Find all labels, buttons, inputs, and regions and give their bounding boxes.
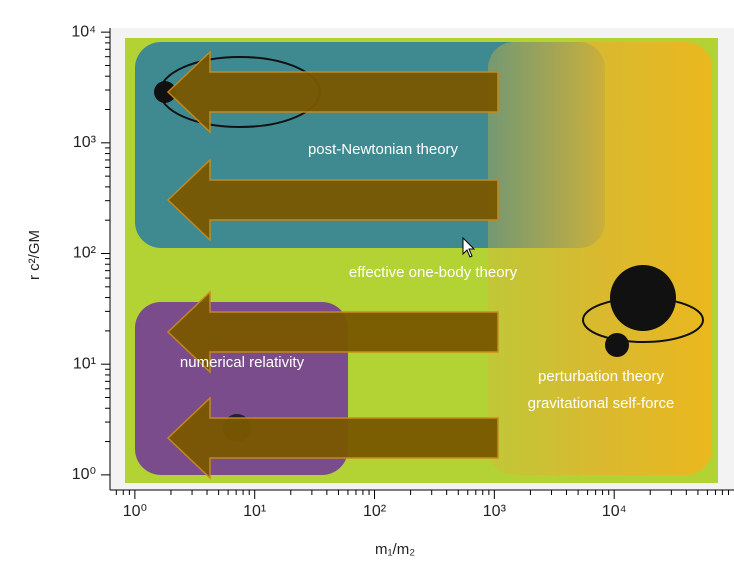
region-label: post-Newtonian theory [308,141,459,158]
x-tick-label: 10⁰ [123,503,147,520]
y-tick-label: 10³ [73,134,97,151]
y-axis-title: r c²/GM [26,230,43,280]
y-tick-label: 10¹ [73,355,96,372]
region-label: perturbation theory [538,368,664,385]
region-label: numerical relativity [180,354,305,371]
x-tick-label: 10³ [483,503,507,520]
region-label: effective one-body theory [349,264,518,281]
region-label: gravitational self-force [528,395,675,412]
x-tick-label: 10² [363,503,387,520]
y-tick-label: 10² [73,245,97,262]
x-axis-title: m₁/m₂ [375,541,415,558]
body [605,333,629,357]
x-tick-label: 10⁴ [602,503,627,520]
x-tick-label: 10¹ [243,503,266,520]
y-tick-label: 10⁴ [71,23,96,40]
y-tick-label: 10⁰ [72,466,96,483]
chart: post-Newtonian theory effective one-body… [0,0,734,568]
